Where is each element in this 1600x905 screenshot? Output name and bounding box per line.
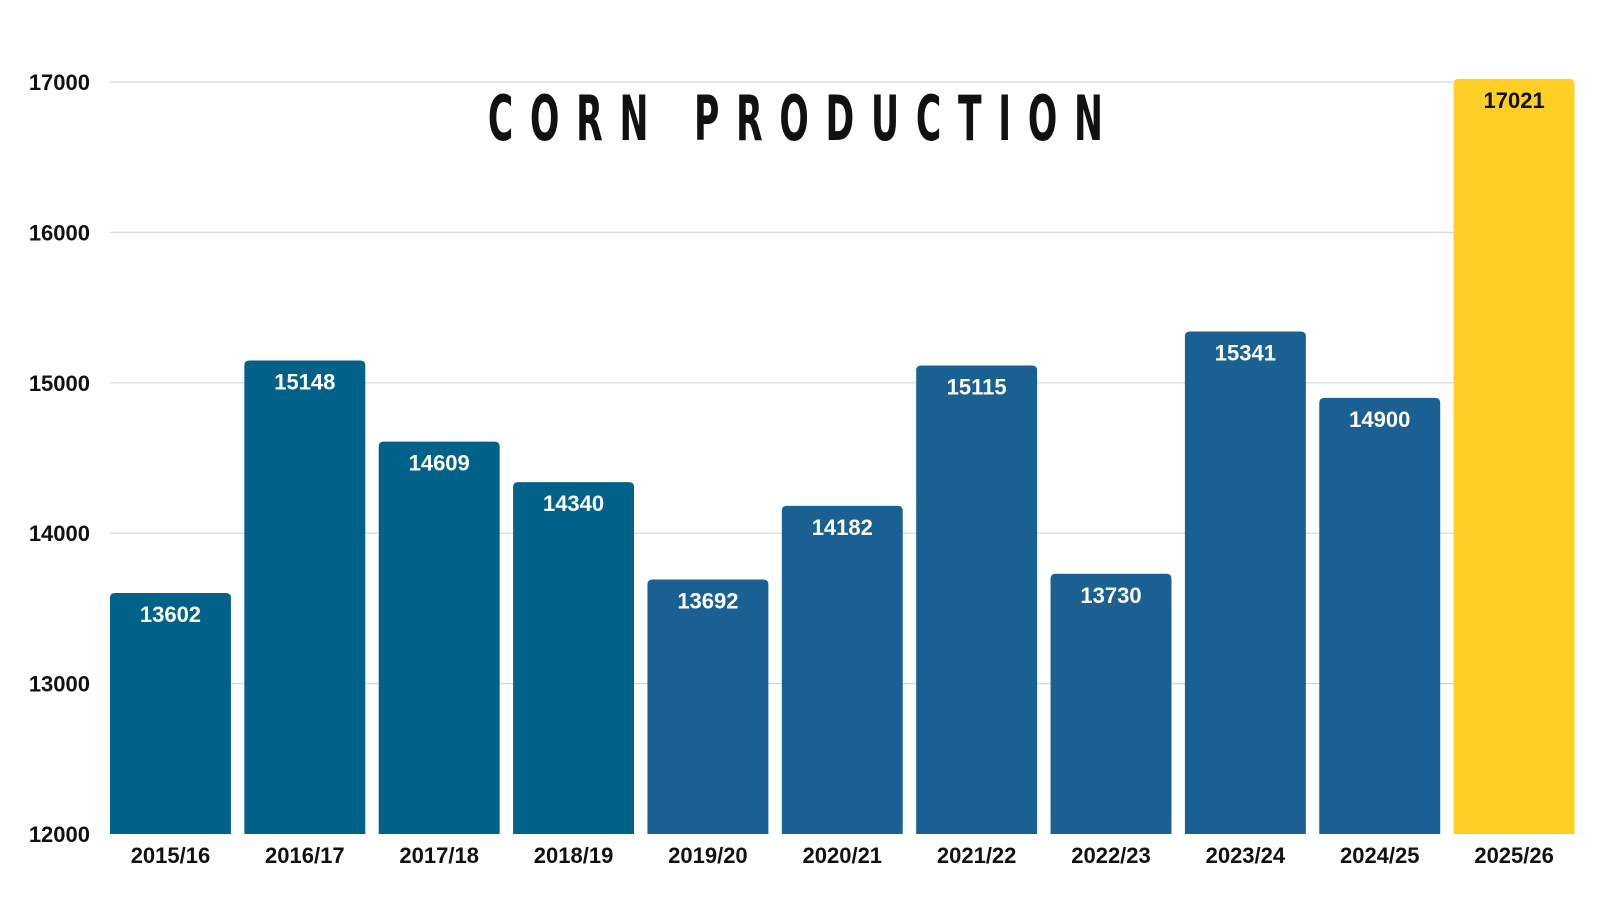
data-label: 14182 — [812, 515, 873, 540]
x-tick-label: 2021/22 — [937, 843, 1017, 868]
y-axis-ticks: 12000 13000 14000 15000 16000 17000 — [29, 70, 90, 847]
x-tick-label: 2023/24 — [1206, 843, 1286, 868]
data-labels: 13602 15148 14609 14340 13692 14182 15115 13730… — [140, 88, 1545, 627]
data-label: 13692 — [677, 589, 738, 614]
bar-2019-20 — [647, 579, 769, 834]
x-tick-label: 2017/18 — [399, 843, 479, 868]
bar-2024-25 — [1319, 397, 1441, 834]
data-label: 15115 — [947, 375, 1007, 400]
y-tick-label: 16000 — [29, 220, 90, 245]
bars — [110, 78, 1575, 834]
y-tick-label: 13000 — [29, 672, 90, 697]
bar-2015-16 — [110, 593, 231, 834]
data-label: 13602 — [140, 602, 201, 627]
y-tick-label: 14000 — [29, 521, 90, 546]
x-tick-label: 2019/20 — [668, 843, 748, 868]
data-label: 13730 — [1080, 583, 1141, 608]
x-tick-label: 2024/25 — [1340, 843, 1420, 868]
bar-2023-24 — [1184, 331, 1306, 834]
data-label: 15341 — [1215, 341, 1276, 366]
y-tick-label: 15000 — [29, 371, 90, 396]
chart-title: CORN PRODUCTION — [487, 82, 1120, 155]
bar-2021-22 — [916, 365, 1038, 834]
bar-2022-23 — [1050, 573, 1172, 834]
y-tick-label: 12000 — [29, 822, 90, 847]
x-axis-ticks: 2015/16 2016/17 2017/18 2018/19 2019/20 2020/… — [131, 843, 1554, 868]
x-tick-label: 2016/17 — [265, 843, 345, 868]
x-tick-label: 2018/19 — [534, 843, 614, 868]
data-label: 15148 — [274, 370, 335, 395]
bar-2020-21 — [781, 505, 903, 834]
x-tick-label: 2015/16 — [131, 843, 211, 868]
bar-2025-26 — [1453, 78, 1575, 834]
x-tick-label: 2022/23 — [1071, 843, 1151, 868]
x-tick-label: 2025/26 — [1474, 843, 1554, 868]
data-label: 14900 — [1349, 407, 1410, 432]
bar-2017-18 — [378, 441, 500, 834]
y-tick-label: 17000 — [29, 70, 90, 95]
x-tick-label: 2020/21 — [803, 843, 883, 868]
bar-2016-17 — [244, 360, 366, 834]
data-label: 14340 — [543, 491, 604, 516]
data-label: 17021 — [1484, 88, 1545, 113]
bar-2018-19 — [513, 482, 635, 834]
data-label: 14609 — [409, 451, 470, 476]
